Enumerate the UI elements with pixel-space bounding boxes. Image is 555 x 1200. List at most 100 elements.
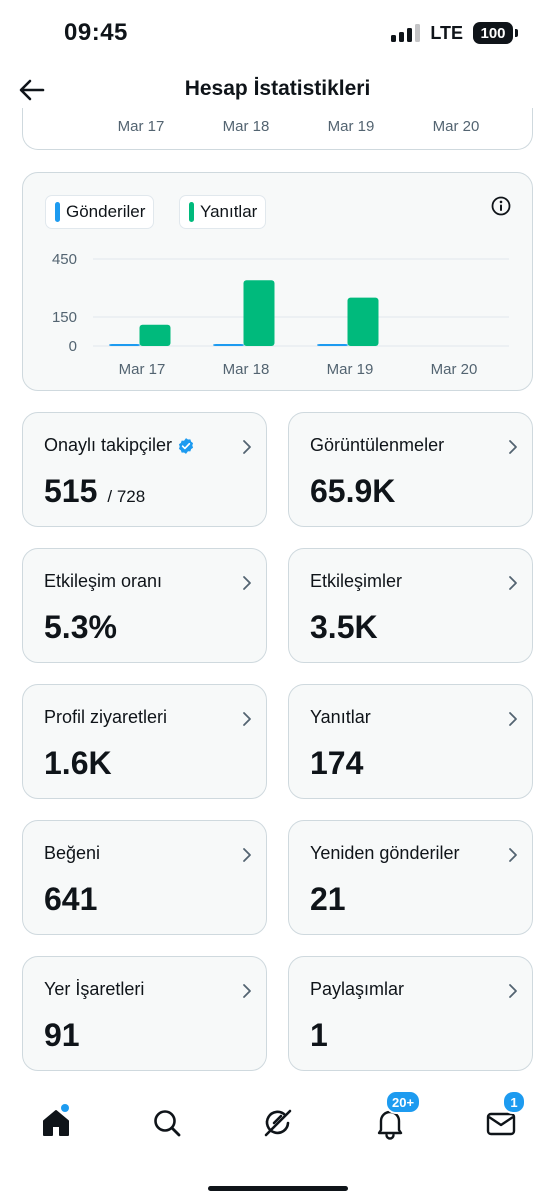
stat-card-profile-visits[interactable]: Profil ziyaretleri 1.6K xyxy=(22,684,267,799)
stat-value-row: 1.6K xyxy=(44,745,112,782)
stat-value-row: 21 xyxy=(310,881,346,918)
stat-label: Etkileşimler xyxy=(310,571,403,591)
stat-card-shares[interactable]: Paylaşımlar 1 xyxy=(288,956,533,1071)
stat-card-replies[interactable]: Yanıtlar 174 xyxy=(288,684,533,799)
bar-replies xyxy=(347,297,379,346)
stat-value: 1.6K xyxy=(44,745,112,781)
stat-label: Paylaşımlar xyxy=(310,979,405,999)
stat-value-row: 1 xyxy=(310,1017,328,1054)
stat-value: 515 xyxy=(44,473,98,509)
stat-value-row: 65.9K xyxy=(310,473,395,510)
messages-badge: 1 xyxy=(502,1090,526,1114)
messages-icon xyxy=(486,1112,516,1136)
chevron-right-icon xyxy=(509,576,517,590)
stat-card-likes[interactable]: Beğeni 641 xyxy=(22,820,267,935)
stat-card-verified-followers[interactable]: Onaylı takipçiler 515 / 728 xyxy=(22,412,267,527)
stat-value-row: 5.3% xyxy=(44,609,117,646)
bar-posts xyxy=(213,344,244,346)
bar-posts xyxy=(109,344,140,346)
stat-value-row: 174 xyxy=(310,745,363,782)
stat-label-row: Onaylı takipçiler xyxy=(44,435,195,456)
stat-label: Beğeni xyxy=(44,843,101,863)
stat-value-row: 515 / 728 xyxy=(44,473,145,510)
chevron-right-icon xyxy=(243,848,251,862)
nav-home[interactable] xyxy=(39,1104,73,1140)
chevron-right-icon xyxy=(243,576,251,590)
stat-value-row: 3.5K xyxy=(310,609,378,646)
nav-notifications[interactable]: 20+ xyxy=(373,1090,422,1140)
legend-label-replies: Yanıtlar xyxy=(200,202,258,221)
legend-posts[interactable]: Gönderiler xyxy=(45,195,155,229)
stat-card-impressions[interactable]: Görüntülenmeler 65.9K xyxy=(288,412,533,527)
bar-replies xyxy=(139,324,171,346)
stat-label: Yanıtlar xyxy=(310,707,371,727)
legend-swatch-replies xyxy=(189,202,194,222)
nav-grok[interactable] xyxy=(261,1106,295,1140)
stat-value: 91 xyxy=(44,1017,80,1053)
status-bar: 09:45 LTE 100 xyxy=(0,0,555,66)
notifications-badge: 20+ xyxy=(385,1090,422,1114)
stat-subvalue: / 728 xyxy=(107,487,146,506)
stat-value: 3.5K xyxy=(310,609,378,645)
chevron-right-icon xyxy=(509,440,517,454)
bottom-navigation: 20+ 1 xyxy=(0,1088,555,1158)
y-tick-label: 0 xyxy=(69,338,77,355)
arrow-left-icon xyxy=(19,79,45,101)
chevron-right-icon xyxy=(509,984,517,998)
back-button[interactable] xyxy=(14,72,50,108)
status-time: 09:45 xyxy=(64,19,128,46)
nav-search[interactable] xyxy=(150,1106,184,1140)
chevron-right-icon xyxy=(243,712,251,726)
x-tick-label: Mar 18 xyxy=(223,361,270,378)
x-axis-label: Mar 19 xyxy=(327,118,375,135)
stat-card-engagements[interactable]: Etkileşimler 3.5K xyxy=(288,548,533,663)
chevron-right-icon xyxy=(243,984,251,998)
stat-value: 641 xyxy=(44,881,98,917)
stat-card-reposts[interactable]: Yeniden gönderiler 21 xyxy=(288,820,533,935)
stat-label: Profil ziyaretleri xyxy=(44,707,168,727)
legend-swatch-posts xyxy=(55,202,60,222)
network-type: LTE xyxy=(430,22,463,43)
x-axis-label: Mar 18 xyxy=(222,118,270,135)
bar-chart: 450 150 0 Mar 17 Mar 18 Mar 19 Mar 20 xyxy=(52,251,509,378)
chevron-right-icon xyxy=(509,712,517,726)
page-header: Hesap İstatistikleri xyxy=(0,66,555,116)
verified-badge-icon xyxy=(179,437,194,454)
y-tick-label: 150 xyxy=(52,309,77,326)
stat-value: 174 xyxy=(310,745,364,781)
legend-label-posts: Gönderiler xyxy=(66,202,146,221)
signal-icon xyxy=(391,24,421,42)
stat-card-engagement-rate[interactable]: Etkileşim oranı 5.3% xyxy=(22,548,267,663)
status-indicators: LTE 100 xyxy=(391,22,518,44)
stat-value: 65.9K xyxy=(310,473,396,509)
chevron-right-icon xyxy=(509,848,517,862)
search-icon xyxy=(154,1110,181,1137)
stat-card-bookmarks[interactable]: Yer İşaretleri 91 xyxy=(22,956,267,1071)
impressions-chart-card: Mar 17 Mar 18 Mar 19 Mar 20 xyxy=(22,108,533,150)
x-tick-label: Mar 17 xyxy=(119,361,166,378)
stat-label: Yeniden gönderiler xyxy=(310,843,460,863)
bar-replies xyxy=(243,280,275,346)
home-notification-dot xyxy=(61,1104,69,1112)
stat-value-row: 641 xyxy=(44,881,97,918)
x-axis-label: Mar 20 xyxy=(432,118,480,135)
battery-icon: 100 xyxy=(473,22,518,44)
battery-level: 100 xyxy=(480,24,506,42)
posts-replies-chart-card: Gönderiler Yanıtlar 450 150 0 Mar 17 Mar 18 M… xyxy=(22,172,533,391)
stat-value: 5.3% xyxy=(44,609,117,645)
home-icon xyxy=(43,1110,69,1136)
chevron-right-icon xyxy=(243,440,251,454)
stat-value-row: 91 xyxy=(44,1017,80,1054)
bar-posts xyxy=(317,344,348,346)
stat-label: Yer İşaretleri xyxy=(44,979,145,999)
stat-value: 1 xyxy=(310,1017,328,1053)
stat-label: Onaylı takipçiler xyxy=(44,435,173,455)
legend-replies[interactable]: Yanıtlar xyxy=(179,195,267,229)
stat-label: Görüntülenmeler xyxy=(310,435,445,455)
nav-messages[interactable]: 1 xyxy=(484,1090,526,1140)
info-icon[interactable] xyxy=(490,195,512,217)
x-axis-label: Mar 17 xyxy=(117,118,165,135)
home-indicator xyxy=(207,1186,348,1191)
stat-label: Etkileşim oranı xyxy=(44,571,163,591)
page-title: Hesap İstatistikleri xyxy=(184,77,371,100)
